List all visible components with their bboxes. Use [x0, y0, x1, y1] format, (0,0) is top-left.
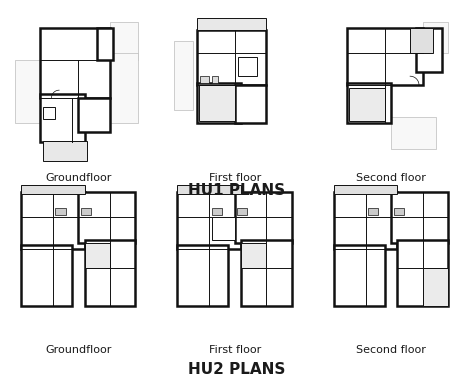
Bar	[110, 22, 138, 60]
Bar	[21, 192, 84, 249]
Bar	[97, 28, 112, 60]
Text: HU1 PLANS: HU1 PLANS	[189, 183, 285, 198]
Bar	[40, 94, 84, 142]
Bar	[21, 245, 72, 306]
Bar	[410, 28, 433, 53]
Bar	[177, 192, 241, 249]
Bar	[197, 30, 266, 85]
Bar	[81, 208, 91, 215]
Bar	[241, 240, 292, 306]
Bar	[78, 98, 110, 132]
Bar	[241, 243, 266, 268]
Bar	[43, 107, 55, 119]
Bar	[110, 53, 138, 123]
Bar	[391, 192, 448, 243]
Bar	[197, 18, 266, 30]
Bar	[212, 208, 222, 215]
Bar	[349, 88, 385, 121]
Bar	[199, 85, 235, 121]
Bar	[334, 245, 385, 306]
Bar	[201, 76, 209, 83]
Text: First floor: First floor	[209, 173, 261, 183]
Bar	[393, 208, 404, 215]
Text: HU2 PLANS: HU2 PLANS	[188, 362, 286, 377]
Text: Second floor: Second floor	[356, 345, 426, 355]
Bar	[197, 83, 241, 123]
Bar	[237, 208, 247, 215]
Bar	[43, 141, 87, 161]
Bar	[177, 245, 228, 306]
Bar	[235, 85, 266, 123]
Bar	[177, 186, 241, 194]
Text: Groundfloor: Groundfloor	[45, 173, 111, 183]
Bar	[423, 22, 448, 53]
Text: Second floor: Second floor	[356, 173, 426, 183]
Bar	[235, 192, 292, 243]
Bar	[346, 83, 391, 123]
Bar	[84, 240, 136, 306]
Bar	[397, 240, 448, 306]
Bar	[212, 217, 235, 240]
Bar	[15, 60, 40, 123]
Bar	[173, 41, 193, 110]
Text: First floor: First floor	[209, 345, 261, 355]
Bar	[423, 268, 448, 306]
Bar	[334, 186, 397, 194]
Bar	[78, 192, 136, 243]
Bar	[21, 186, 84, 194]
Bar	[346, 28, 423, 85]
Bar	[84, 243, 110, 268]
Bar	[391, 117, 436, 149]
Bar	[212, 76, 218, 83]
Bar	[334, 192, 397, 249]
Bar	[417, 28, 442, 72]
Bar	[55, 208, 65, 215]
Bar	[368, 208, 378, 215]
Bar	[238, 57, 257, 76]
Bar	[40, 28, 110, 98]
Text: Groundfloor: Groundfloor	[45, 345, 111, 355]
